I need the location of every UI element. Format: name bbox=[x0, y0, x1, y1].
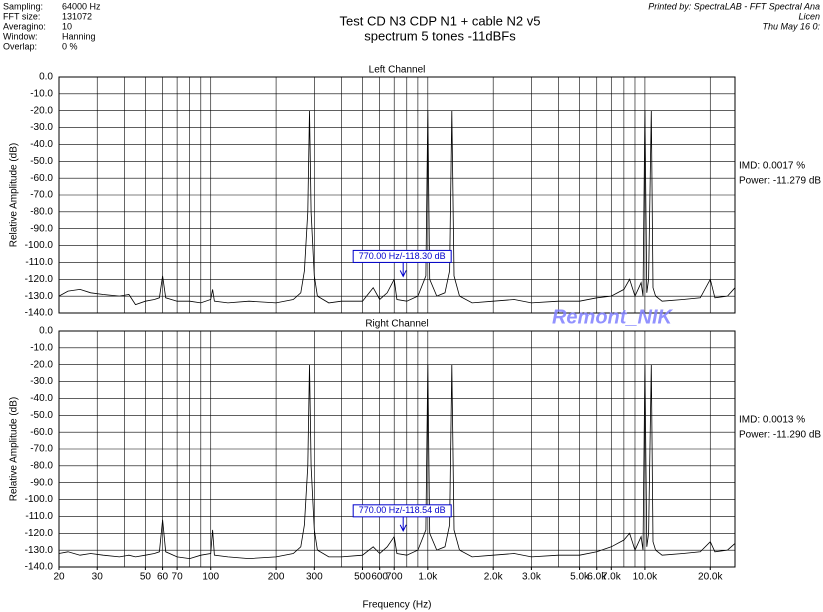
x-tick-label: 10.0k bbox=[633, 572, 658, 583]
marker-arrow bbox=[399, 262, 407, 278]
y-tick-label: -30.0 bbox=[30, 122, 53, 133]
x-tick-label: 500 bbox=[354, 572, 371, 583]
x-tick-label: 3.0k bbox=[522, 572, 542, 583]
panel-title: Right Channel bbox=[365, 319, 428, 330]
side-info: IMD: 0.0013 % bbox=[739, 415, 805, 426]
spectrum-line bbox=[58, 110, 736, 306]
y-tick-label: -30.0 bbox=[30, 376, 53, 387]
x-tick-label: 20 bbox=[53, 572, 65, 583]
x-tick-label: 2.0k bbox=[484, 572, 504, 583]
x-tick-label: 6.0k bbox=[587, 572, 607, 583]
y-tick-label: -70.0 bbox=[30, 444, 53, 455]
info-label: Window: bbox=[3, 31, 38, 41]
x-tick-label: 1.0k bbox=[418, 572, 438, 583]
x-tick-label: 70 bbox=[172, 572, 184, 583]
info-label: Averagino: bbox=[3, 21, 46, 31]
y-tick-label: -140.0 bbox=[25, 308, 54, 319]
y-tick-label: -50.0 bbox=[30, 410, 53, 421]
title: Test CD N3 CDP N1 + cable N2 v5 bbox=[340, 13, 541, 28]
info-value: 0 % bbox=[62, 41, 78, 51]
x-tick-label: 50 bbox=[140, 572, 152, 583]
y-axis-label: Relative Amplitude (dB) bbox=[9, 143, 20, 248]
printed: Printed by: SpectraLAB - FFT Spectral An… bbox=[648, 1, 820, 11]
side-info: IMD: 0.0017 % bbox=[739, 161, 805, 172]
y-tick-label: -130.0 bbox=[25, 545, 54, 556]
x-tick-label: 100 bbox=[202, 572, 219, 583]
marker-arrow bbox=[399, 516, 407, 532]
y-tick-label: -80.0 bbox=[30, 206, 53, 217]
y-tick-label: -50.0 bbox=[30, 156, 53, 167]
y-tick-label: -40.0 bbox=[30, 393, 53, 404]
y-tick-label: -130.0 bbox=[25, 291, 54, 302]
x-tick-label: 20.0k bbox=[698, 572, 723, 583]
x-tick-label: 700 bbox=[386, 572, 403, 583]
y-tick-label: -100.0 bbox=[25, 494, 54, 505]
marker-box bbox=[352, 249, 452, 263]
y-tick-label: -60.0 bbox=[30, 173, 53, 184]
y-tick-label: -140.0 bbox=[25, 562, 54, 573]
y-tick-label: -110.0 bbox=[25, 511, 53, 522]
x-tick-label: 600 bbox=[371, 572, 388, 583]
y-tick-label: -70.0 bbox=[30, 190, 53, 201]
y-tick-label: 0.0 bbox=[39, 72, 53, 83]
info-label: Sampling: bbox=[3, 1, 43, 11]
y-tick-label: -40.0 bbox=[30, 139, 53, 150]
y-tick-label: -100.0 bbox=[25, 240, 54, 251]
info-value: 10 bbox=[62, 21, 72, 31]
y-tick-label: -90.0 bbox=[30, 223, 53, 234]
y-tick-label: -10.0 bbox=[30, 342, 53, 353]
side-info: Power: -11.290 dB bbox=[739, 430, 821, 441]
y-tick-label: -90.0 bbox=[30, 477, 53, 488]
marker-box bbox=[352, 504, 452, 518]
info-value: 131072 bbox=[62, 11, 92, 21]
info-label: Overlap: bbox=[3, 41, 37, 51]
y-tick-label: -120.0 bbox=[25, 528, 54, 539]
x-tick-label: 200 bbox=[268, 572, 285, 583]
spectrum-line bbox=[58, 364, 736, 560]
date: Thu May 16 0: bbox=[762, 21, 820, 31]
info-value: Hanning bbox=[62, 31, 96, 41]
info-label: FFT size: bbox=[3, 11, 40, 21]
info-value: 64000 Hz bbox=[62, 1, 101, 11]
marker-label: 770.00 Hz/-118.30 dB bbox=[359, 251, 446, 261]
y-tick-label: -110.0 bbox=[25, 257, 53, 268]
y-tick-label: -80.0 bbox=[30, 460, 53, 471]
subtitle: spectrum 5 tones -11dBFs bbox=[364, 28, 516, 43]
marker-label: 770.00 Hz/-118.54 dB bbox=[359, 505, 446, 515]
y-axis-label: Relative Amplitude (dB) bbox=[9, 397, 20, 502]
x-tick-label: 30 bbox=[92, 572, 104, 583]
x-tick-label: 5.0k bbox=[570, 572, 590, 583]
y-tick-label: -20.0 bbox=[30, 359, 53, 370]
y-tick-label: -20.0 bbox=[30, 105, 53, 116]
x-tick-label: 300 bbox=[306, 572, 323, 583]
panel-title: Left Channel bbox=[369, 65, 426, 76]
x-tick-label: 60 bbox=[157, 572, 169, 583]
y-tick-label: -120.0 bbox=[25, 274, 54, 285]
y-tick-label: -60.0 bbox=[30, 427, 53, 438]
y-tick-label: 0.0 bbox=[39, 326, 53, 337]
watermark: Remont_NIK bbox=[552, 306, 674, 328]
x-tick-label: 7.0k bbox=[602, 572, 622, 583]
license: Licen bbox=[798, 11, 820, 21]
y-tick-label: -10.0 bbox=[30, 88, 53, 99]
x-axis-label: Frequency (Hz) bbox=[363, 600, 432, 611]
side-info: Power: -11.279 dB bbox=[739, 176, 821, 187]
